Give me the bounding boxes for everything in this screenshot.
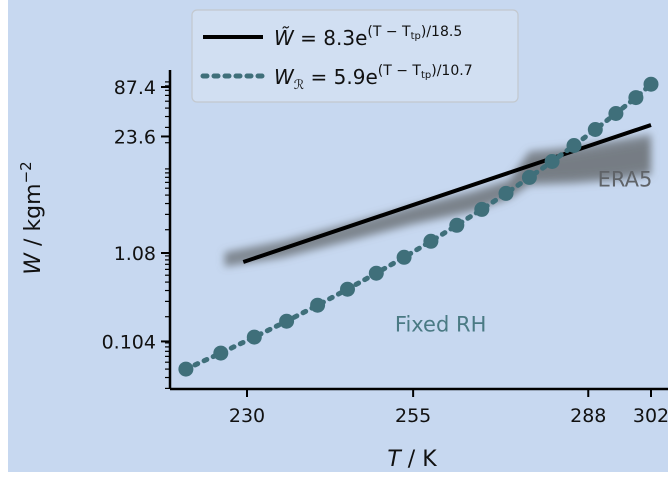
fixed-rh-point	[310, 297, 326, 313]
x-tick-label: 255	[395, 405, 431, 427]
fixed-rh-point	[587, 122, 603, 137]
fixed-rh-point	[544, 154, 560, 169]
annotation-era5: ERA5	[598, 167, 653, 191]
fixed-rh-point	[246, 329, 262, 345]
x-tick-label: 230	[229, 405, 265, 427]
fixed-rh-point	[368, 265, 384, 281]
legend-label-fixed-rh: Wℛ = 5.9e(T − Ttp)/10.7	[274, 63, 473, 93]
y-tick-label: 23.6	[114, 126, 156, 148]
fixed-rh-point	[213, 345, 229, 361]
axes-group: 230 255 288 302 0.104 1.08 23.6 87.4	[102, 70, 668, 427]
fixed-rh-point	[498, 185, 514, 201]
series-line-0	[242, 123, 652, 264]
fixed-rh-point	[178, 361, 194, 377]
y-axis-title: W / kgm−2	[17, 161, 46, 274]
legend: W̃ = 8.3e(T − Ttp)/18.5 Wℛ = 5.9e(T − Tt…	[191, 9, 519, 103]
fixed-rh-point	[521, 169, 537, 185]
fixed-rh-point	[608, 106, 624, 121]
annotation-fixed-rh: Fixed RH	[395, 313, 486, 337]
y-tick-label: 87.4	[114, 77, 156, 99]
x-tick-label: 288	[570, 405, 606, 427]
legend-label-empirical: W̃ = 8.3e(T − Ttp)/18.5	[274, 24, 462, 50]
y-tick-label: 0.104	[102, 331, 156, 353]
era5-cloud-core	[224, 142, 651, 261]
fixed-rh-point	[643, 76, 659, 92]
fixed-rh-point	[474, 201, 490, 217]
series-group	[178, 76, 659, 377]
fixed-rh-point	[396, 249, 412, 265]
fixed-rh-point	[449, 217, 465, 233]
legend-box	[191, 9, 519, 103]
fixed-rh-point	[340, 281, 355, 297]
fixed-rh-point	[566, 138, 582, 153]
fixed-rh-point	[279, 313, 295, 329]
y-tick-label: 1.08	[114, 243, 156, 265]
fixed-rh-point	[423, 233, 439, 249]
fixed-rh-point	[628, 90, 644, 106]
x-tick-label: 302	[633, 405, 668, 427]
x-axis-title: T / K	[387, 447, 437, 472]
